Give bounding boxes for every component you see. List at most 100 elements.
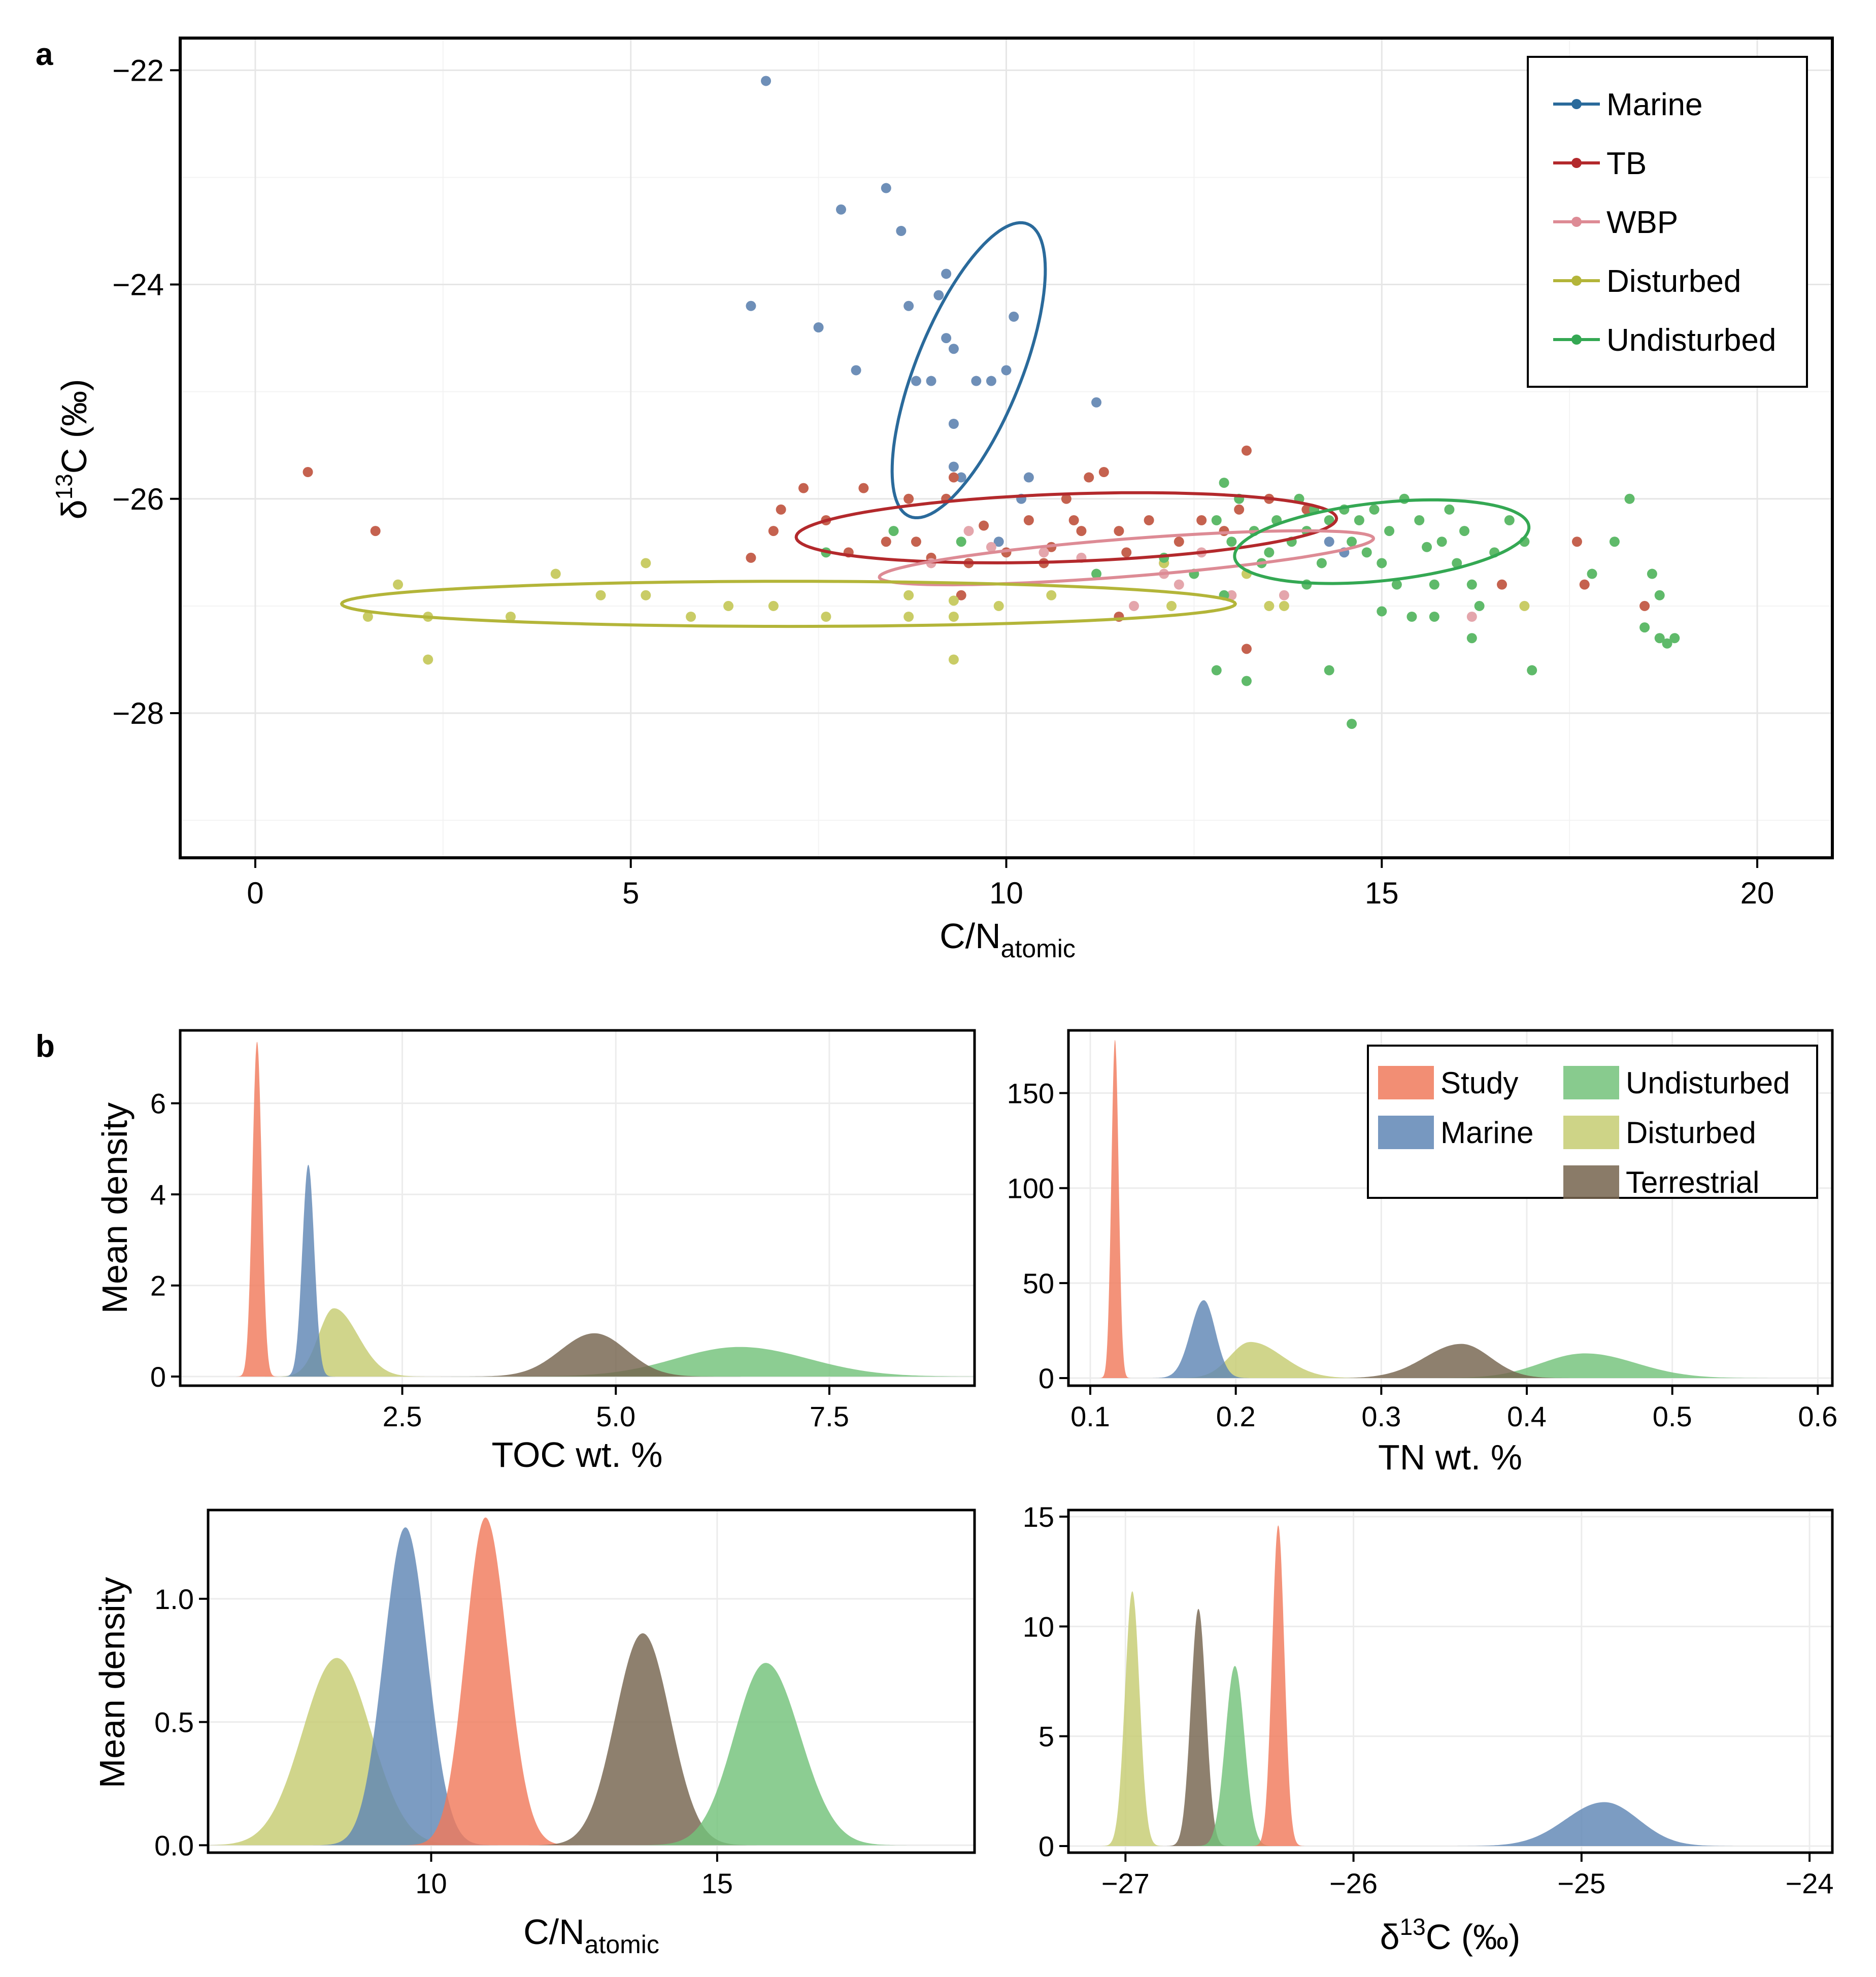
point-disturbed bbox=[1166, 600, 1177, 611]
point-undisturbed bbox=[1324, 515, 1334, 525]
point-tb bbox=[1497, 579, 1507, 590]
point-marine bbox=[933, 290, 944, 300]
point-marine bbox=[986, 376, 996, 386]
point-marine bbox=[911, 376, 921, 386]
density-marine bbox=[308, 1527, 504, 1846]
point-undisturbed bbox=[1504, 515, 1515, 525]
point-undisturbed bbox=[1211, 515, 1222, 525]
y-tick-label: 0 bbox=[150, 1361, 166, 1393]
density-undisturbed bbox=[451, 1347, 975, 1377]
legend-dot-undisturbed bbox=[1571, 334, 1582, 345]
x-tick-label: 10 bbox=[989, 876, 1023, 910]
x-axis-label-a: C/Natomic bbox=[940, 916, 1076, 963]
point-tb bbox=[881, 537, 891, 547]
legend-swatch-terrestrial bbox=[1563, 1165, 1619, 1199]
density-panel-tn: 0.1 0.2 0.3 0.4 0.5 0.6 0 50 100 150 TN wt. % Stu… bbox=[1007, 1029, 1837, 1477]
point-wbp bbox=[1279, 590, 1289, 600]
point-tb bbox=[979, 520, 989, 531]
point-undisturbed bbox=[1422, 542, 1432, 552]
point-marine bbox=[971, 376, 982, 386]
ellipse-tb bbox=[794, 491, 1338, 564]
point-undisturbed bbox=[1091, 568, 1102, 579]
point-tb bbox=[1234, 504, 1245, 515]
y-tick-label: −24 bbox=[112, 268, 164, 302]
point-marine bbox=[746, 300, 756, 311]
y-tick-label: 2 bbox=[150, 1270, 166, 1302]
ellipse-marine bbox=[890, 221, 1047, 519]
x-tick-label: 10 bbox=[415, 1867, 447, 1899]
y-axis-label-cn: Mean density bbox=[92, 1577, 132, 1788]
point-tb bbox=[776, 504, 786, 515]
density-marine bbox=[281, 1164, 336, 1377]
ellipse-disturbed bbox=[340, 580, 1237, 628]
point-undisturbed bbox=[1241, 676, 1252, 686]
point-undisturbed bbox=[1406, 612, 1417, 622]
legend-a: Marine TB WBP Disturbed Undisturbed bbox=[1527, 56, 1808, 388]
point-tb bbox=[1241, 445, 1252, 456]
y-axis-label-a: δ13C (‰) bbox=[51, 379, 94, 520]
point-tb bbox=[1639, 600, 1650, 611]
point-tb bbox=[1076, 526, 1087, 537]
point-disturbed bbox=[993, 600, 1004, 611]
point-undisturbed bbox=[1609, 537, 1620, 547]
density-areas-cn bbox=[208, 1517, 920, 1846]
point-undisturbed bbox=[1211, 665, 1222, 676]
x-tick-label: 0 bbox=[247, 876, 263, 910]
point-marine bbox=[941, 333, 952, 344]
point-tb bbox=[1023, 515, 1034, 525]
grid-d13c bbox=[1068, 1510, 1832, 1853]
point-disturbed bbox=[948, 595, 959, 606]
density-areas-d13c bbox=[1099, 1525, 1758, 1846]
point-undisturbed bbox=[1639, 622, 1650, 633]
x-axis-label-d13c: δ13C (‰) bbox=[1380, 1914, 1521, 1957]
density-panel-toc: 2.5 5.0 7.5 0 2 4 6 TOC wt. % Mean density bbox=[95, 1029, 976, 1475]
point-undisturbed bbox=[1587, 568, 1597, 579]
x-tick-label: −27 bbox=[1101, 1867, 1150, 1899]
y-tick-label: 5 bbox=[1038, 1721, 1054, 1753]
x-tick-label: 0.4 bbox=[1507, 1400, 1547, 1432]
point-tb bbox=[911, 537, 921, 547]
point-undisturbed bbox=[1354, 515, 1364, 525]
plot-frame-tn bbox=[1067, 1029, 1834, 1387]
legend-label-undisturbed: Undisturbed bbox=[1606, 323, 1776, 358]
density-marine bbox=[1145, 1300, 1256, 1378]
point-tb bbox=[1571, 537, 1582, 547]
x-tick-label: 2.5 bbox=[383, 1400, 422, 1432]
density-terrestrial bbox=[1164, 1609, 1232, 1846]
point-undisturbed bbox=[1654, 590, 1665, 600]
legend-label-marine: Marine bbox=[1606, 87, 1703, 122]
axis-ticks-toc: 2.5 5.0 7.5 0 2 4 6 bbox=[150, 1088, 849, 1432]
point-disturbed bbox=[948, 654, 959, 665]
point-tb bbox=[1061, 493, 1071, 504]
point-tb bbox=[1301, 504, 1312, 515]
x-tick-label: 0.1 bbox=[1070, 1400, 1110, 1432]
point-tb bbox=[956, 590, 966, 600]
plot-frame-d13c bbox=[1067, 1509, 1834, 1854]
point-undisturbed bbox=[1662, 638, 1672, 649]
legend-swatch-disturbed bbox=[1563, 1116, 1619, 1149]
scatter-panel-a: 0 5 10 15 20−22−24−26−28 C/Natomic δ13C (‰) … bbox=[51, 37, 1834, 963]
point-marine bbox=[993, 537, 1004, 547]
plot-frame-cn bbox=[207, 1509, 976, 1854]
point-wbp bbox=[1226, 590, 1237, 600]
point-wbp bbox=[1038, 547, 1049, 558]
x-tick-label: 0.6 bbox=[1798, 1400, 1837, 1432]
point-wbp bbox=[1129, 600, 1140, 611]
point-disturbed bbox=[550, 568, 561, 579]
point-undisturbed bbox=[1264, 547, 1275, 558]
legend-dot-wbp bbox=[1571, 217, 1582, 227]
ellipse-undisturbed bbox=[1233, 498, 1531, 585]
plot-background bbox=[1068, 1510, 1832, 1853]
point-undisturbed bbox=[1347, 719, 1357, 729]
axis-ticks-cn: 10 15 0.0 0.5 1.0 bbox=[154, 1583, 733, 1899]
point-disturbed bbox=[362, 612, 373, 622]
point-undisturbed bbox=[1669, 633, 1680, 644]
x-tick-label: 20 bbox=[1740, 876, 1774, 910]
point-tb bbox=[768, 526, 779, 537]
point-marine bbox=[896, 226, 907, 236]
point-undisturbed bbox=[1384, 526, 1395, 537]
y-tick-label: 4 bbox=[150, 1179, 166, 1211]
point-undisturbed bbox=[888, 526, 899, 537]
y-axis-label-toc: Mean density bbox=[95, 1102, 135, 1314]
